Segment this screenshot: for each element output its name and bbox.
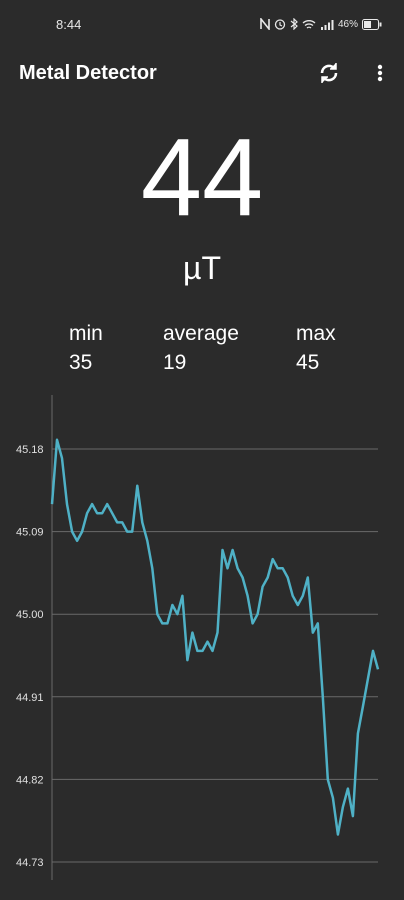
app-bar: Metal Detector bbox=[0, 50, 404, 98]
stat-max-value: 45 bbox=[296, 351, 320, 374]
magnetic-field-chart: 45.18 45.09 45.00 44.91 44.82 44.73 bbox=[16, 395, 380, 880]
nfc-icon bbox=[260, 18, 270, 30]
y-tick-label: 45.00 bbox=[16, 609, 44, 621]
bluetooth-icon bbox=[290, 18, 298, 30]
y-tick-label: 44.73 bbox=[16, 857, 44, 869]
status-time: 8:44 bbox=[56, 17, 82, 32]
stat-average-label: average bbox=[163, 322, 239, 345]
app-title: Metal Detector bbox=[19, 62, 157, 84]
refresh-button[interactable] bbox=[314, 58, 344, 88]
y-tick-label: 45.18 bbox=[16, 444, 44, 456]
stat-min: min 35 bbox=[69, 322, 103, 375]
more-vert-icon bbox=[377, 64, 383, 82]
battery-icon bbox=[362, 18, 382, 30]
stat-min-label: min bbox=[69, 322, 103, 345]
y-tick-label: 45.09 bbox=[16, 527, 44, 539]
status-icons: 46% bbox=[260, 16, 382, 32]
series-line bbox=[50, 438, 380, 836]
refresh-icon bbox=[320, 63, 338, 83]
status-bar: 8:44 46% bbox=[0, 0, 404, 44]
stat-max-label: max bbox=[296, 322, 336, 345]
stat-min-value: 35 bbox=[69, 351, 93, 374]
reading-unit: µT bbox=[183, 250, 221, 286]
reading-value: 44 bbox=[140, 116, 264, 239]
stat-average: average 19 bbox=[163, 322, 239, 375]
battery-percent: 46% bbox=[337, 18, 358, 30]
stat-max: max 45 bbox=[296, 322, 336, 375]
signal-icon bbox=[320, 19, 334, 30]
more-options-button[interactable] bbox=[370, 58, 390, 88]
wifi-icon bbox=[302, 19, 316, 29]
alarm-icon bbox=[274, 19, 286, 30]
y-tick-label: 44.91 bbox=[16, 692, 44, 704]
stat-average-value: 19 bbox=[163, 351, 187, 374]
y-tick-label: 44.82 bbox=[16, 774, 44, 786]
